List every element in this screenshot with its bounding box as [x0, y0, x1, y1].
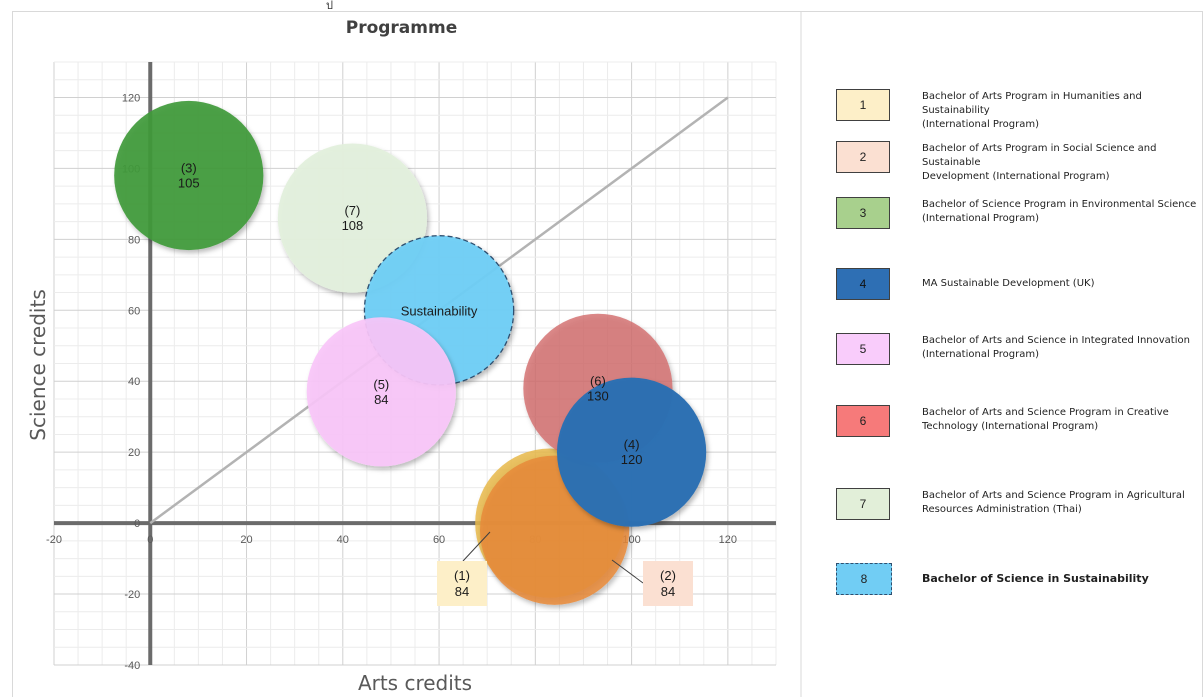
bubble-total-7: 108 [342, 218, 364, 233]
legend-text-7: Bachelor of Arts and Science Program in … [922, 490, 1185, 515]
legend: 1 Bachelor of Arts Program in Humanities … [836, 0, 1203, 697]
legend-item-7: 7 Bachelor of Arts and Science Program in… [836, 488, 1203, 528]
x-tick-label: 0 [147, 534, 153, 546]
callout-total-2: 84 [661, 584, 675, 599]
legend-item-6: 6 Bachelor of Arts and Science Program in… [836, 405, 1203, 445]
legend-swatch-6: 6 [836, 405, 890, 437]
legend-item-3: 3 Bachelor of Science Program in Environm… [836, 197, 1203, 237]
legend-item-1: 1 Bachelor of Arts Program in Humanities … [836, 89, 1203, 130]
bubble-label-5: (5) [373, 377, 389, 392]
x-tick-label: 20 [240, 534, 252, 546]
callout-leader-2 [611, 559, 644, 584]
legend-swatch-1: 1 [836, 89, 890, 121]
y-tick-label: 60 [128, 305, 140, 317]
x-tick-label: 120 [719, 534, 737, 546]
legend-item-5: 5 Bachelor of Arts and Science in Integra… [836, 333, 1203, 373]
bubble-total-4: 120 [621, 452, 643, 467]
x-tick-label: 40 [337, 534, 349, 546]
y-tick-label: 80 [128, 234, 140, 246]
legend-swatch-3: 3 [836, 197, 890, 229]
bubble-4 [556, 377, 707, 527]
x-axis-label: Arts credits [358, 671, 472, 695]
bubble-total-5: 84 [374, 392, 388, 407]
legend-swatch-8: 8 [836, 563, 892, 595]
y-tick-label: 40 [128, 376, 140, 388]
chart-title: Programme [345, 18, 458, 38]
legend-text-3: Bachelor of Science Program in Environme… [922, 199, 1197, 224]
legend-swatch-4: 4 [836, 268, 890, 300]
x-tick-label: -20 [46, 534, 62, 546]
callout-total-1: 84 [455, 584, 469, 599]
legend-text-5: Bachelor of Arts and Science in Integrat… [922, 335, 1190, 360]
callout-label-1: (1) [454, 568, 470, 583]
y-tick-label: 0 [134, 518, 140, 530]
legend-item-8: 8 Bachelor of Science in Sustainability [836, 563, 1203, 603]
y-tick-label: -20 [124, 589, 140, 601]
bubble-label-3: (3) [181, 161, 197, 176]
legend-text-2: Bachelor of Arts Program in Social Scien… [922, 143, 1157, 182]
bubble-label-4: (4) [624, 437, 640, 452]
legend-swatch-5: 5 [836, 333, 890, 365]
legend-text-4: MA Sustainable Development (UK) [922, 278, 1095, 289]
bubble-total-6: 130 [587, 388, 609, 403]
y-tick-label: 120 [122, 92, 140, 104]
y-tick-label: -40 [124, 660, 140, 672]
legend-text-6: Bachelor of Arts and Science Program in … [922, 407, 1169, 432]
legend-item-4: 4 MA Sustainable Development (UK) [836, 268, 1203, 308]
bubble-total-3: 105 [178, 176, 200, 191]
y-tick-label: 20 [128, 447, 140, 459]
bubble-label-7: (7) [344, 203, 360, 218]
bubble-3 [114, 100, 264, 251]
callout-leader-1 [462, 531, 491, 562]
bubble-label-8: Sustainability [401, 303, 478, 318]
y-axis-label: Science credits [26, 289, 50, 440]
callout-box-1 [437, 561, 487, 606]
bubble-label-6: (6) [590, 373, 606, 388]
callout-box-2 [643, 561, 693, 606]
bubble-5 [306, 317, 456, 467]
legend-swatch-2: 2 [836, 141, 890, 173]
callout-label-2: (2) [660, 568, 676, 583]
legend-text-1: Bachelor of Arts Program in Humanities a… [922, 91, 1142, 130]
legend-text-8: Bachelor of Science in Sustainability [922, 572, 1149, 585]
legend-item-2: 2 Bachelor of Arts Program in Social Scie… [836, 141, 1203, 182]
x-tick-label: 60 [433, 534, 445, 546]
legend-swatch-7: 7 [836, 488, 890, 520]
top-glyph: ป [326, 0, 333, 12]
